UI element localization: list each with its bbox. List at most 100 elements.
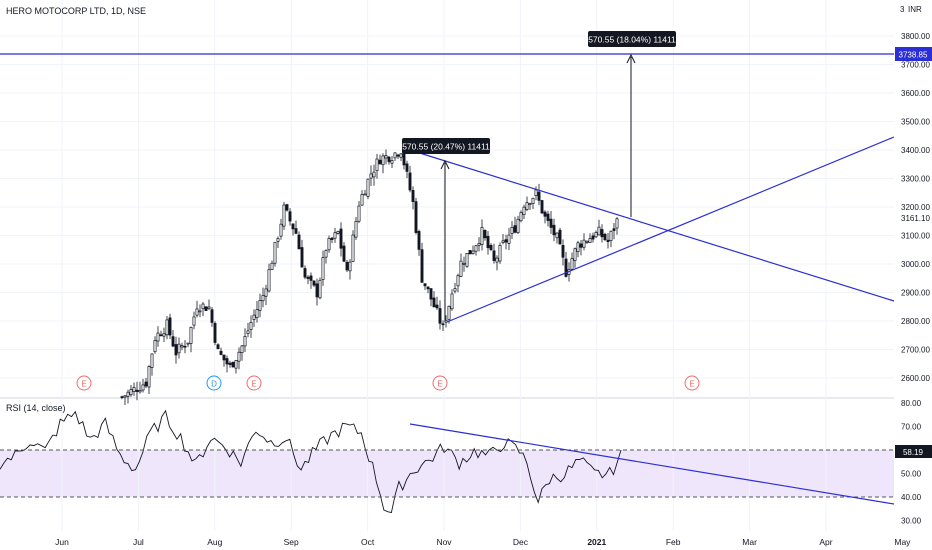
candle-body xyxy=(336,231,340,234)
rsi-tick-label: 40.00 xyxy=(901,493,922,502)
candle-body xyxy=(330,237,334,240)
candle-body xyxy=(465,253,469,267)
price-tick-label: 2600.00 xyxy=(901,374,930,383)
candle-body xyxy=(546,213,550,221)
candle-body xyxy=(150,353,154,368)
candle-body xyxy=(498,245,502,262)
candle-body xyxy=(450,293,454,310)
candle-body xyxy=(387,156,391,163)
currency-label[interactable]: INR xyxy=(908,5,922,14)
candle-body xyxy=(396,154,400,157)
candle-body xyxy=(231,361,235,368)
candle-body xyxy=(537,191,541,201)
dividend-marker[interactable] xyxy=(206,375,222,391)
candle-body xyxy=(144,381,148,387)
rsi-value-tag xyxy=(895,445,932,458)
price-tick-label: 3000.00 xyxy=(901,260,930,269)
time-axis-ticks: Jun Jul Aug Sep Oct Nov Dec 2021 Feb Mar Apr May xyxy=(55,537,911,547)
candle-body xyxy=(414,201,418,233)
candle-body xyxy=(192,316,196,326)
symbol-title[interactable]: HERO MOTOCORP LTD, 1D, NSE xyxy=(6,6,146,16)
candle-body xyxy=(513,225,517,233)
hline-price-tag xyxy=(895,47,932,61)
lower-arrow-head xyxy=(440,159,450,170)
grid-lines xyxy=(0,0,903,531)
candle-body xyxy=(204,306,208,312)
candle-body xyxy=(600,229,604,238)
candle-body xyxy=(426,286,430,290)
candle-body xyxy=(186,342,190,345)
candle-body xyxy=(198,310,202,313)
candle-body xyxy=(168,317,172,336)
candle-body xyxy=(156,332,160,342)
candle-body xyxy=(540,200,544,214)
candle-body xyxy=(135,389,139,392)
candle-body xyxy=(243,336,247,347)
candle-body xyxy=(165,319,169,336)
candle-body xyxy=(141,384,145,391)
candle-body xyxy=(570,258,574,270)
ascending-trendline[interactable] xyxy=(446,136,895,323)
candle-body xyxy=(429,288,433,300)
candle-body xyxy=(273,241,277,264)
earnings-marker[interactable] xyxy=(76,375,92,391)
candle-body xyxy=(264,288,268,297)
candle-body xyxy=(549,218,553,228)
rsi-tick-label: 30.00 xyxy=(901,517,922,526)
candle-body xyxy=(153,340,157,353)
candle-body xyxy=(405,163,409,172)
candle-body xyxy=(180,345,184,348)
candle-body xyxy=(573,248,577,261)
candle-body xyxy=(528,203,532,206)
descending-trendline[interactable] xyxy=(409,149,895,302)
candle-body xyxy=(261,295,265,302)
time-tick-label: Mar xyxy=(742,537,757,547)
candle-body xyxy=(225,358,229,365)
candle-body xyxy=(552,224,556,236)
candle-body xyxy=(138,389,142,393)
candle-body xyxy=(525,202,529,210)
candle-body xyxy=(594,232,598,238)
candle-body xyxy=(522,206,526,215)
price-tick-label: 3800.00 xyxy=(901,32,930,41)
candle-body xyxy=(579,243,583,248)
candle-body xyxy=(258,300,262,311)
price-pane[interactable] xyxy=(0,0,894,397)
rsi-band xyxy=(0,450,894,497)
earnings-marker[interactable] xyxy=(432,375,448,391)
time-tick-label: 2021 xyxy=(587,537,606,547)
earnings-marker[interactable] xyxy=(684,375,700,391)
rsi-label[interactable]: RSI (14, close) xyxy=(6,403,66,413)
candle-body xyxy=(588,238,592,243)
candle-body xyxy=(147,366,151,388)
rsi-trendline[interactable] xyxy=(409,423,895,505)
candle-body xyxy=(339,228,343,249)
dividend-marker-label: D xyxy=(211,380,217,389)
price-tick-label: 3200.00 xyxy=(901,203,930,212)
time-axis[interactable] xyxy=(0,531,932,550)
time-tick-label: Feb xyxy=(666,537,681,547)
lower-measure-label: 570.55 (20.47%) 11411 xyxy=(402,142,490,152)
price-axis[interactable] xyxy=(894,0,932,531)
upper-measure-label-bg xyxy=(588,31,676,47)
price-tick-label: 2700.00 xyxy=(901,346,930,355)
candle-body xyxy=(471,250,475,254)
candle-body xyxy=(561,245,565,258)
candle-body xyxy=(207,306,211,310)
candle-body xyxy=(453,288,457,292)
candle-body xyxy=(441,323,445,326)
time-tick-label: Aug xyxy=(207,537,222,547)
candle-body xyxy=(219,350,223,355)
candle-body xyxy=(462,262,466,265)
candle-body xyxy=(306,276,310,279)
candle-body xyxy=(585,240,589,243)
candle-body xyxy=(489,244,493,250)
candle-body xyxy=(576,242,580,253)
candle-body xyxy=(234,360,238,369)
rsi-tick-label: 50.00 xyxy=(901,470,922,479)
candle-body xyxy=(210,309,214,323)
candle-body xyxy=(384,155,388,159)
upper-arrow-head xyxy=(626,53,636,64)
earnings-marker[interactable] xyxy=(246,375,262,391)
